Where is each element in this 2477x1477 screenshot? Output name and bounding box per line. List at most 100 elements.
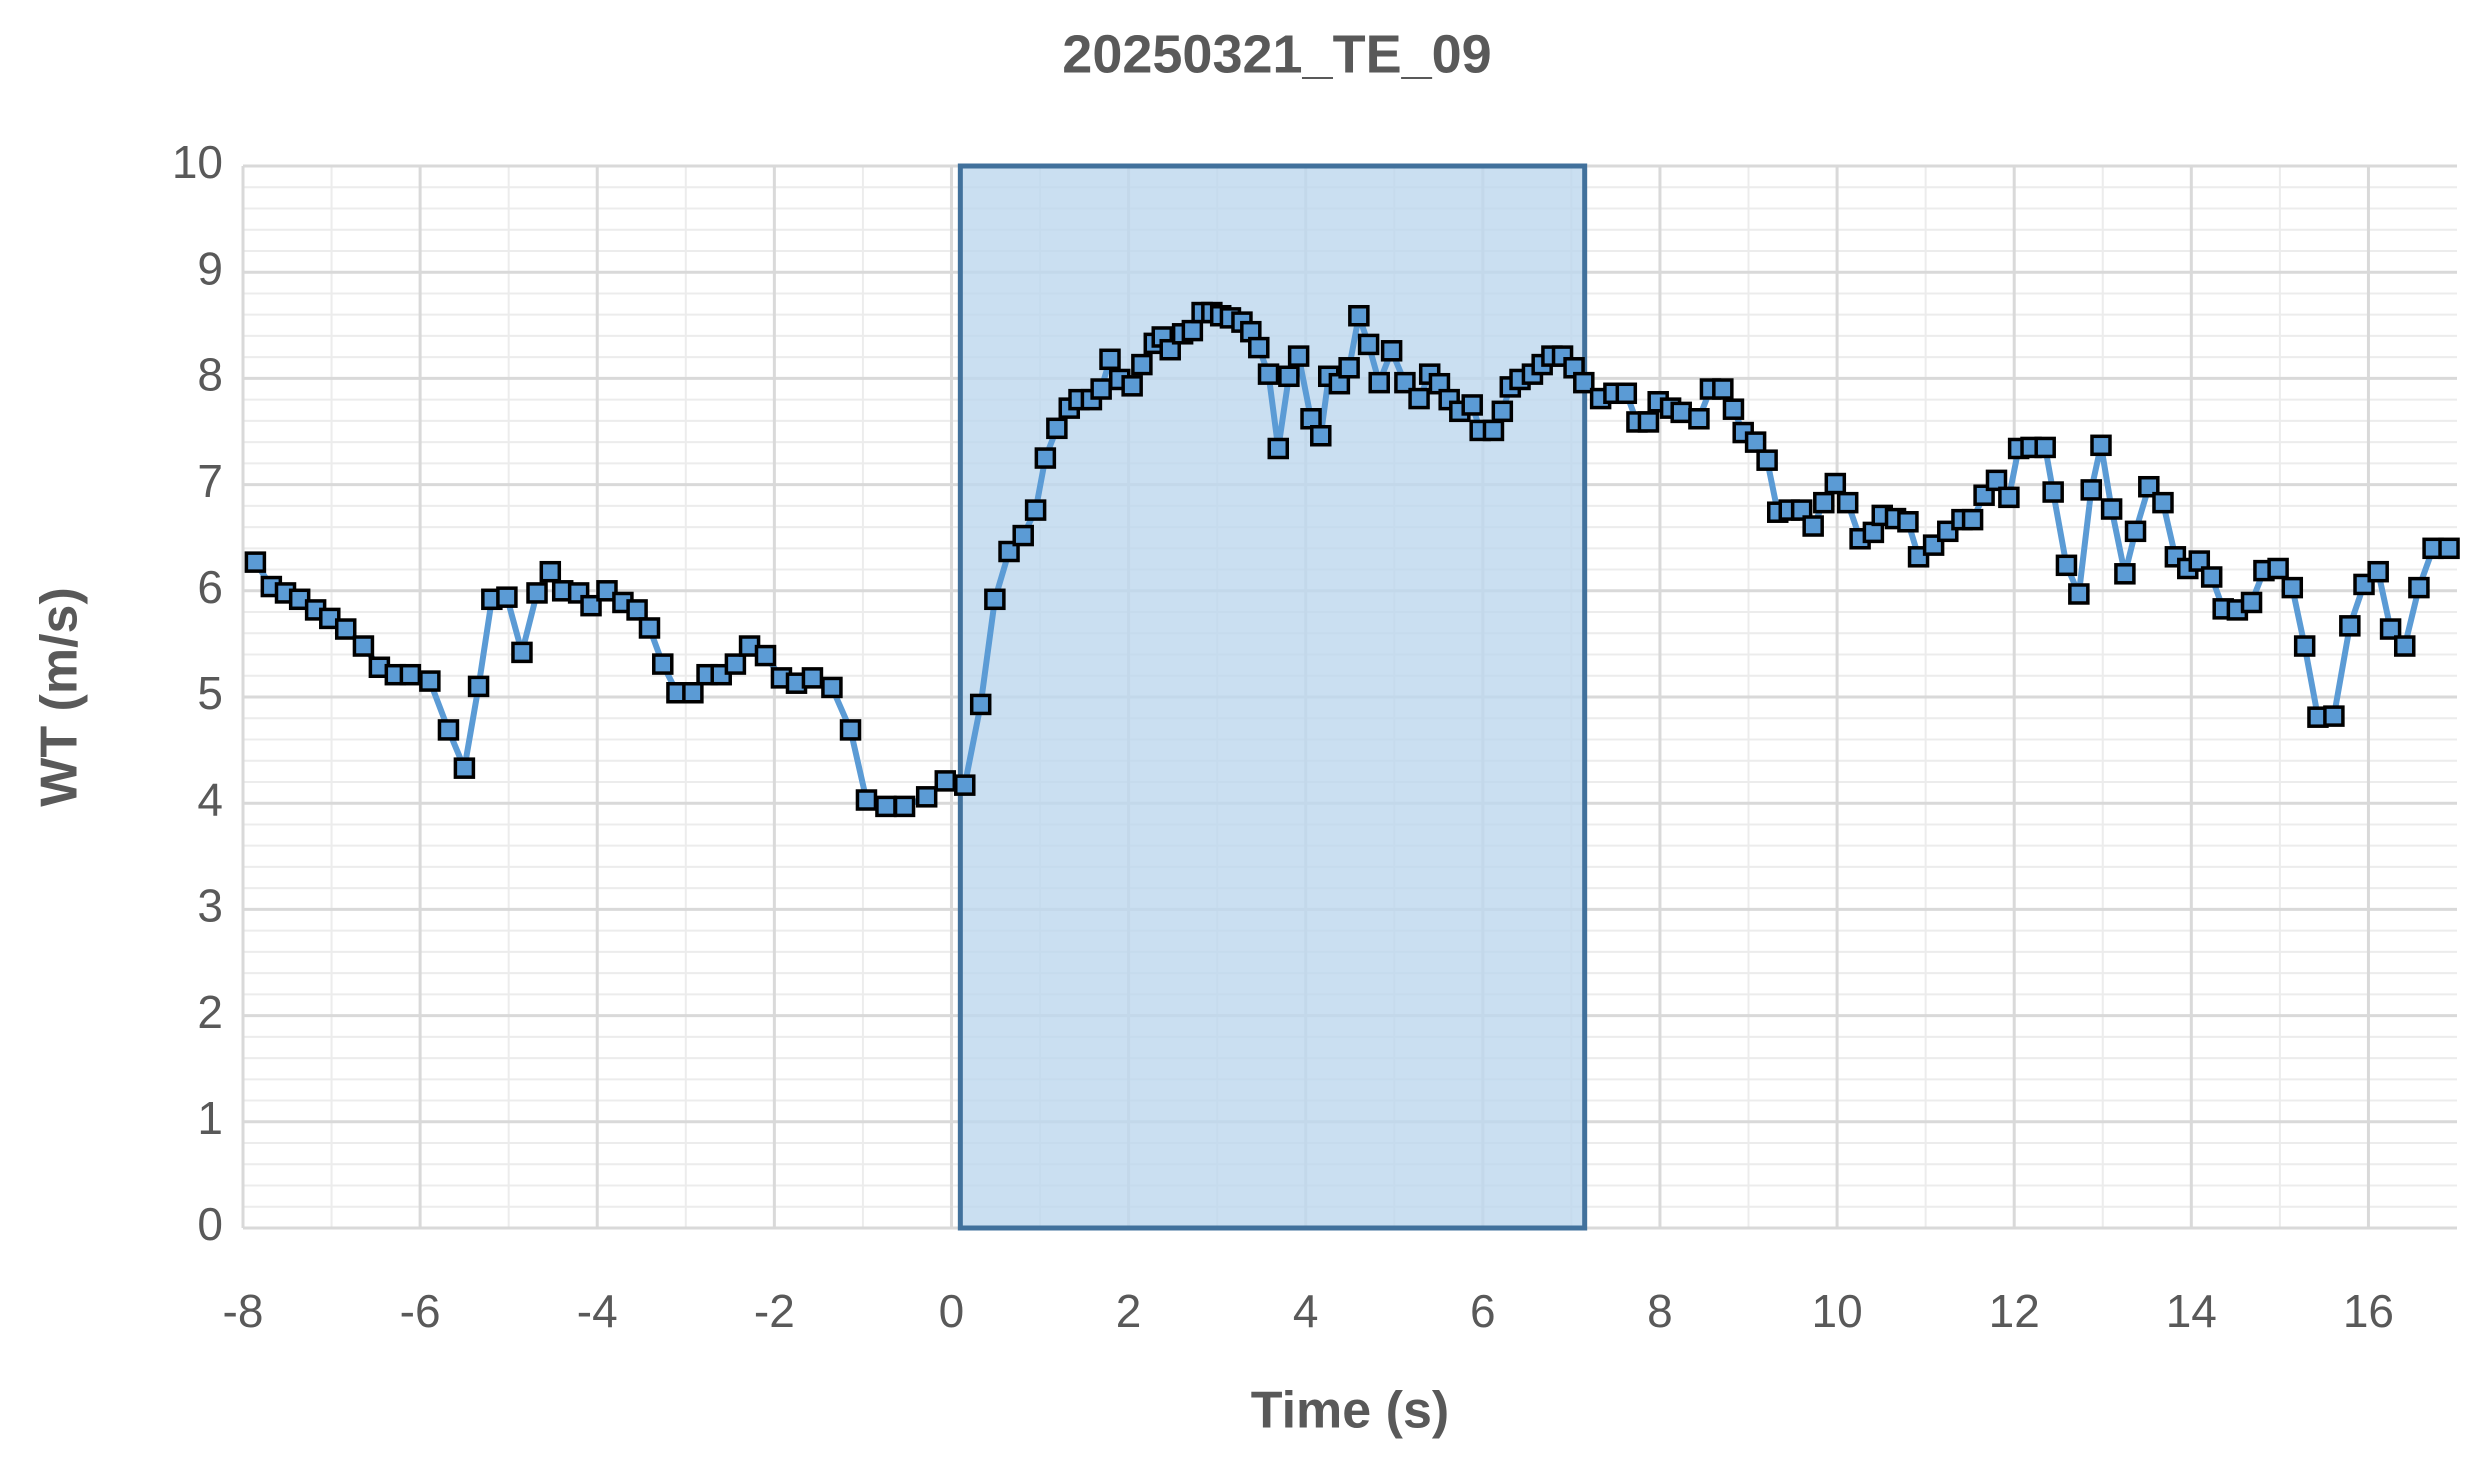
y-tick-label: 8 <box>197 349 223 401</box>
highlight-region <box>957 163 1588 1231</box>
marker <box>626 599 648 621</box>
marker <box>2068 583 2090 605</box>
marker <box>1121 375 1143 397</box>
marker <box>839 719 862 741</box>
marker <box>1998 486 2020 509</box>
marker <box>1744 431 1767 453</box>
marker <box>2114 563 2136 585</box>
marker <box>638 617 661 639</box>
x-tick-label: 8 <box>1647 1285 1673 1337</box>
marker <box>1090 378 1112 400</box>
marker <box>2090 434 2112 457</box>
marker <box>998 540 1020 563</box>
x-tick-label: -4 <box>577 1285 618 1337</box>
marker <box>1615 382 1638 405</box>
marker <box>1181 319 1204 342</box>
marker <box>934 770 957 792</box>
marker <box>954 774 976 796</box>
marker <box>352 635 375 657</box>
marker <box>1670 401 1692 424</box>
marker <box>1756 449 1778 471</box>
marker <box>652 653 674 675</box>
marker <box>1380 340 1403 362</box>
marker <box>1461 394 1483 416</box>
marker <box>1257 363 1280 385</box>
marker <box>1248 336 1270 359</box>
x-tick-label: 2 <box>1116 1285 1142 1337</box>
x-tick-label: 4 <box>1293 1285 1319 1337</box>
marker <box>2367 560 2389 583</box>
marker <box>2042 481 2064 503</box>
marker <box>875 795 897 818</box>
marker <box>1824 472 1847 495</box>
y-tick-label: 3 <box>197 880 223 932</box>
marker <box>724 653 747 675</box>
marker <box>754 644 777 667</box>
marker <box>1278 365 1300 388</box>
marker <box>2152 491 2174 514</box>
marker <box>984 588 1006 611</box>
x-tick-label: 6 <box>1470 1285 1496 1337</box>
y-tick-label: 6 <box>197 561 223 613</box>
x-axis-title: Time (s) <box>1251 1382 1449 1440</box>
marker <box>437 719 460 741</box>
marker <box>1046 417 1068 440</box>
marker <box>2055 554 2078 577</box>
marker <box>2200 566 2223 588</box>
y-tick-label: 7 <box>197 455 223 507</box>
marker <box>2438 537 2460 560</box>
marker <box>2080 479 2102 501</box>
marker <box>1357 333 1380 356</box>
marker <box>1024 499 1047 521</box>
x-tick-label: 0 <box>939 1285 965 1337</box>
y-tick-label: 9 <box>197 242 223 294</box>
marker <box>1159 338 1181 361</box>
marker <box>1267 437 1290 460</box>
marker <box>580 594 602 617</box>
marker <box>244 551 267 573</box>
marker <box>1637 411 1660 433</box>
marker <box>969 693 992 716</box>
marker <box>2124 520 2147 543</box>
x-tick-label: -8 <box>223 1285 264 1337</box>
x-tick-label: 14 <box>2166 1285 2217 1337</box>
marker <box>1722 398 1745 420</box>
marker <box>453 757 476 779</box>
marker <box>1802 515 1824 537</box>
y-tick-label: 10 <box>172 136 223 188</box>
marker <box>1491 400 1514 423</box>
marker <box>2323 705 2345 727</box>
marker <box>1394 371 1416 394</box>
marker <box>1034 447 1057 469</box>
marker <box>855 789 878 811</box>
y-tick-label: 0 <box>197 1198 223 1250</box>
marker <box>1573 371 1595 394</box>
y-tick-label: 2 <box>197 986 223 1038</box>
y-axis-title: WT (m/s) <box>31 587 89 807</box>
x-tick-label: 16 <box>2343 1285 2394 1337</box>
marker <box>821 676 843 699</box>
marker <box>2138 475 2160 498</box>
marker <box>1338 357 1360 379</box>
marker <box>682 682 704 704</box>
marker <box>1287 345 1310 367</box>
x-tick-label: -6 <box>400 1285 441 1337</box>
x-tick-label: 12 <box>1989 1285 2040 1337</box>
marker <box>399 663 422 686</box>
marker <box>2281 576 2304 599</box>
marker <box>1961 508 1984 531</box>
marker <box>2293 635 2316 657</box>
marker <box>1712 378 1734 400</box>
marker <box>1897 511 1919 533</box>
marker <box>1408 387 1430 410</box>
marker <box>419 670 441 692</box>
marker <box>496 586 518 608</box>
marker <box>2100 498 2123 520</box>
marker <box>526 582 548 604</box>
marker <box>1012 524 1034 547</box>
marker <box>1348 304 1370 327</box>
marker <box>2188 550 2211 572</box>
chart-title: 20250321_TE_09 <box>1062 24 1491 84</box>
